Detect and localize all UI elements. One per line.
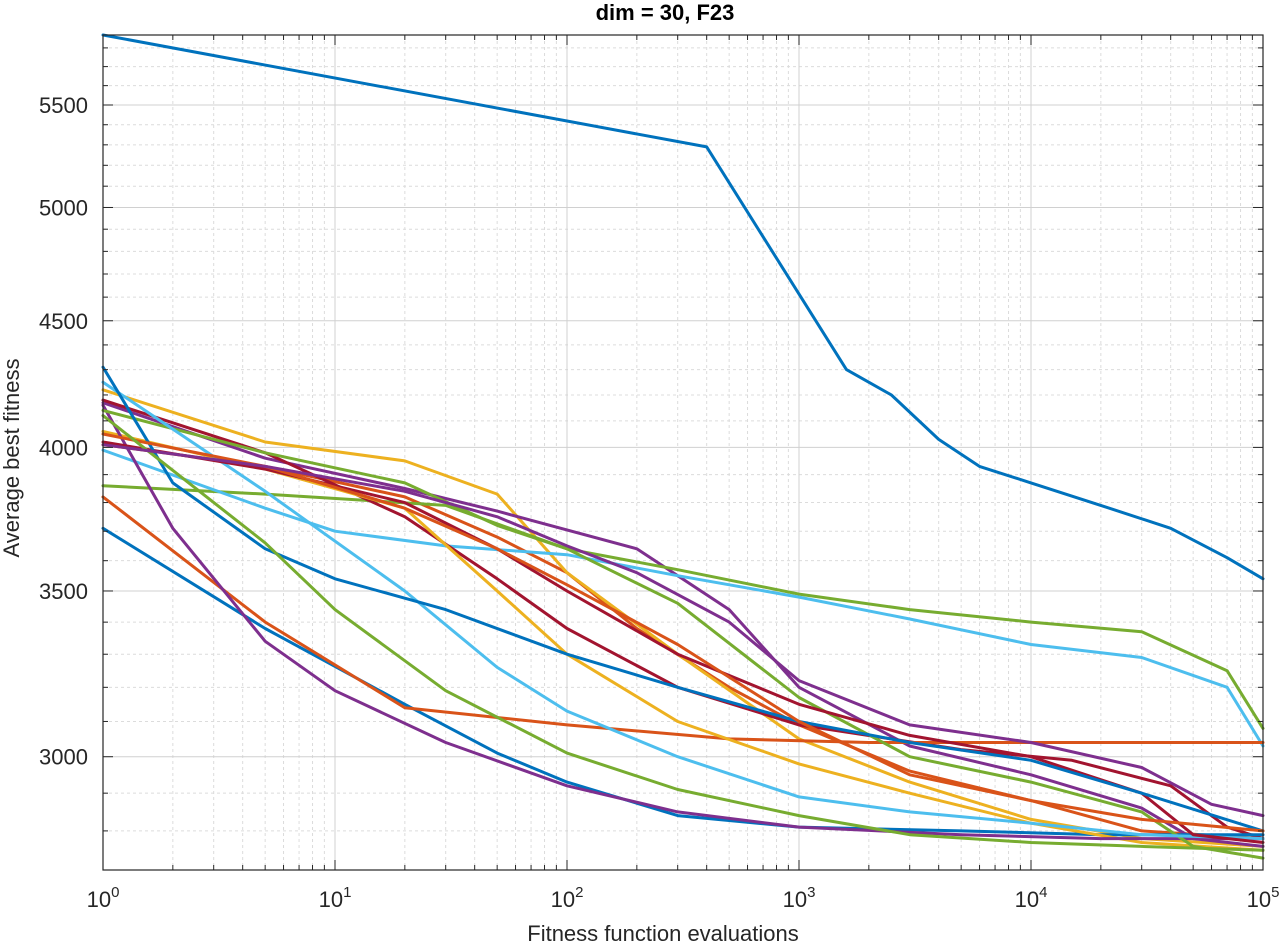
y-tick-label: 5000 [39, 195, 88, 220]
series-line-11 [101, 403, 1265, 841]
x-tick-exponent: 4 [1039, 884, 1047, 901]
axes-box [102, 34, 1264, 871]
series-line-12 [101, 408, 1265, 860]
series-line-7 [101, 398, 1265, 841]
series-line-17 [101, 414, 1265, 852]
y-tick-label: 4500 [39, 309, 88, 334]
series-line-9 [101, 495, 1265, 744]
y-tick-label: 3500 [39, 579, 88, 604]
y-axis-label: Average best fitness [0, 359, 24, 558]
x-tick-label: 100 [87, 884, 120, 912]
series-line-16 [101, 432, 1265, 833]
series-line-15 [101, 365, 1265, 833]
x-tick-exponent: 0 [111, 884, 119, 901]
x-tick-base: 10 [551, 887, 575, 912]
x-tick-base: 10 [1015, 887, 1039, 912]
series-line-6 [101, 448, 1265, 748]
x-tick-base: 10 [1247, 887, 1271, 912]
x-tick-label: 102 [551, 884, 584, 912]
y-axis-ticks: 3000 3500 4000 4500 5000 5500 [39, 47, 1263, 871]
series-line-4 [101, 401, 1265, 848]
y-tick-label: 5500 [39, 93, 88, 118]
x-tick-exponent: 2 [575, 884, 583, 901]
series-line-14 [101, 440, 1265, 844]
series-line-18 [101, 443, 1265, 818]
x-tick-label: 105 [1247, 884, 1280, 912]
x-axis-label: Fitness function evaluations [527, 921, 799, 945]
x-axis-ticks: 100 101 102 103 104 105 [87, 35, 1280, 912]
x-tick-base: 10 [783, 887, 807, 912]
chart-title: dim = 30, F23 [596, 0, 735, 25]
y-tick-label: 3000 [39, 745, 88, 770]
x-tick-label: 101 [319, 884, 352, 912]
x-tick-exponent: 5 [1271, 884, 1279, 901]
series-line-1 [101, 33, 1265, 581]
plot-area [103, 35, 1263, 870]
data-series [101, 33, 1265, 860]
x-tick-exponent: 3 [807, 884, 815, 901]
y-tick-label: 4000 [39, 435, 88, 460]
x-tick-label: 103 [783, 884, 816, 912]
x-tick-base: 10 [319, 887, 343, 912]
x-tick-base: 10 [87, 887, 111, 912]
series-line-13 [101, 380, 1265, 841]
x-tick-exponent: 1 [343, 884, 351, 901]
x-tick-label: 104 [1015, 884, 1048, 912]
